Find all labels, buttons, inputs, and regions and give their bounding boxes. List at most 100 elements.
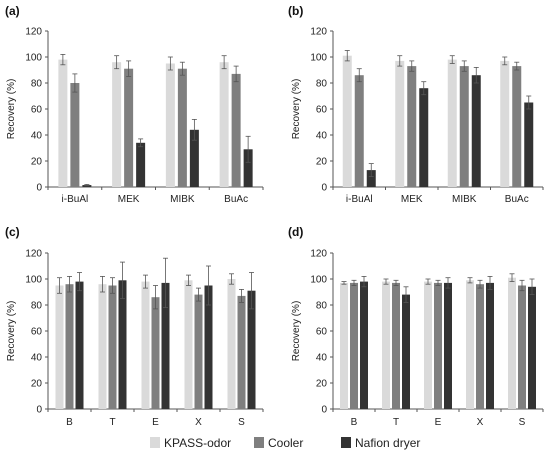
bar-kpass-odor — [184, 280, 193, 409]
bar-cooler — [70, 83, 80, 187]
chart-panels: (a) 0 20 40 60 80 100 120 Recovery (%) i-BuAl MEK M… — [5, 4, 544, 428]
y-tick-label: 0 — [321, 183, 327, 194]
legend-label: Cooler — [268, 436, 303, 450]
y-tick-label: 120 — [310, 27, 327, 38]
y-tick-label: 0 — [321, 405, 327, 416]
y-tick-label: 100 — [310, 275, 327, 286]
bar-cooler — [237, 295, 246, 409]
bar-kpass-odor — [447, 59, 457, 187]
y-tick-label: 40 — [31, 131, 43, 142]
bar-kpass-odor — [55, 285, 64, 409]
bar-kpass-odor — [395, 60, 405, 187]
legend-item: KPASS-odor — [150, 436, 231, 450]
bar-kpass-odor — [342, 55, 352, 188]
y-tick-label: 0 — [36, 183, 42, 194]
y-tick-label: 120 — [25, 249, 42, 260]
bar-nafion-dryer — [136, 142, 146, 187]
y-tick-label: 20 — [316, 379, 328, 390]
x-tick-label: MEK — [401, 194, 423, 205]
bar-nafion-dryer — [402, 294, 410, 409]
bar-nafion-dryer — [247, 290, 256, 409]
bar-kpass-odor — [165, 63, 175, 187]
y-tick-label: 100 — [25, 275, 42, 286]
bar-kpass-odor — [382, 281, 390, 409]
bar-kpass-odor — [58, 59, 68, 187]
y-tick-label: 120 — [310, 249, 327, 260]
legend-item: Cooler — [254, 436, 303, 450]
bar-cooler — [65, 284, 74, 409]
x-tick-label: E — [152, 417, 159, 428]
x-tick-label: i-BuAl — [62, 194, 89, 205]
y-tick-label: 40 — [316, 353, 328, 364]
bar-kpass-odor — [227, 279, 236, 409]
y-tick-label: 20 — [31, 379, 43, 390]
bar-cooler — [459, 66, 469, 187]
legend: KPASS-odor Cooler Nafion dryer — [150, 436, 420, 450]
y-tick-label: 80 — [31, 301, 43, 312]
y-tick-label: 60 — [31, 327, 43, 338]
x-tick-label: X — [477, 417, 484, 428]
bar-kpass-odor — [141, 281, 150, 409]
bar-nafion-dryer — [528, 286, 536, 409]
bar-nafion-dryer — [118, 280, 127, 409]
bar-nafion-dryer — [486, 282, 494, 409]
bar-kpass-odor — [500, 60, 510, 187]
bar-nafion-dryer — [444, 282, 452, 409]
x-tick-label: S — [238, 417, 245, 428]
bar-cooler — [434, 282, 442, 409]
x-tick-label: i-BuAl — [346, 194, 373, 205]
y-axis-label: Recovery (%) — [291, 301, 302, 362]
bar-kpass-odor — [98, 284, 107, 409]
y-tick-label: 40 — [31, 353, 43, 364]
bar-cooler — [354, 75, 364, 187]
y-tick-label: 60 — [31, 105, 43, 116]
bar-cooler — [407, 66, 417, 187]
bar-nafion-dryer — [189, 129, 199, 187]
y-tick-label: 0 — [36, 405, 42, 416]
bar-cooler — [177, 68, 187, 187]
bar-kpass-odor — [112, 62, 122, 188]
legend-swatch — [341, 437, 351, 448]
y-tick-label: 100 — [310, 53, 327, 64]
bar-kpass-odor — [340, 282, 348, 409]
x-tick-label: MIBK — [170, 194, 195, 205]
legend-label: Nafion dryer — [355, 436, 420, 450]
panel-label: (b) — [288, 4, 303, 18]
y-tick-label: 80 — [316, 301, 328, 312]
y-tick-label: 120 — [25, 27, 42, 38]
bar-nafion-dryer — [161, 282, 170, 409]
chart-panel-c: (c) 0 20 40 60 80 100 120 Recovery (%) B T E X S — [5, 225, 264, 428]
y-tick-label: 80 — [316, 79, 328, 90]
x-tick-label: T — [109, 417, 115, 428]
bar-nafion-dryer — [524, 102, 534, 187]
y-tick-label: 20 — [316, 157, 328, 168]
x-tick-label: BuAc — [505, 194, 529, 205]
x-tick-label: S — [519, 417, 526, 428]
x-tick-label: E — [435, 417, 442, 428]
y-tick-label: 40 — [316, 131, 328, 142]
legend-swatch — [150, 437, 160, 448]
bar-kpass-odor — [424, 281, 432, 409]
y-tick-label: 60 — [316, 327, 328, 338]
bar-kpass-odor — [466, 280, 474, 409]
y-tick-label: 80 — [31, 79, 43, 90]
bar-nafion-dryer — [204, 285, 213, 409]
y-tick-label: 60 — [316, 105, 328, 116]
x-tick-label: MEK — [118, 194, 140, 205]
bar-cooler — [231, 73, 241, 187]
panel-label: (c) — [5, 225, 20, 239]
bar-cooler — [518, 285, 526, 409]
legend-item: Nafion dryer — [341, 436, 420, 450]
bar-nafion-dryer — [243, 149, 253, 187]
bar-cooler — [350, 282, 358, 409]
chart-panel-b: (b) 0 20 40 60 80 100 120 Recovery (%) i-BuAl MEK M… — [288, 4, 544, 205]
y-axis-label: Recovery (%) — [6, 301, 17, 362]
y-axis-label: Recovery (%) — [6, 79, 17, 140]
x-tick-label: X — [195, 417, 202, 428]
panel-label: (d) — [288, 225, 303, 239]
bar-cooler — [194, 294, 203, 409]
y-tick-label: 20 — [31, 157, 43, 168]
bar-nafion-dryer — [360, 281, 368, 409]
bar-kpass-odor — [508, 277, 516, 409]
legend-swatch — [254, 437, 264, 448]
